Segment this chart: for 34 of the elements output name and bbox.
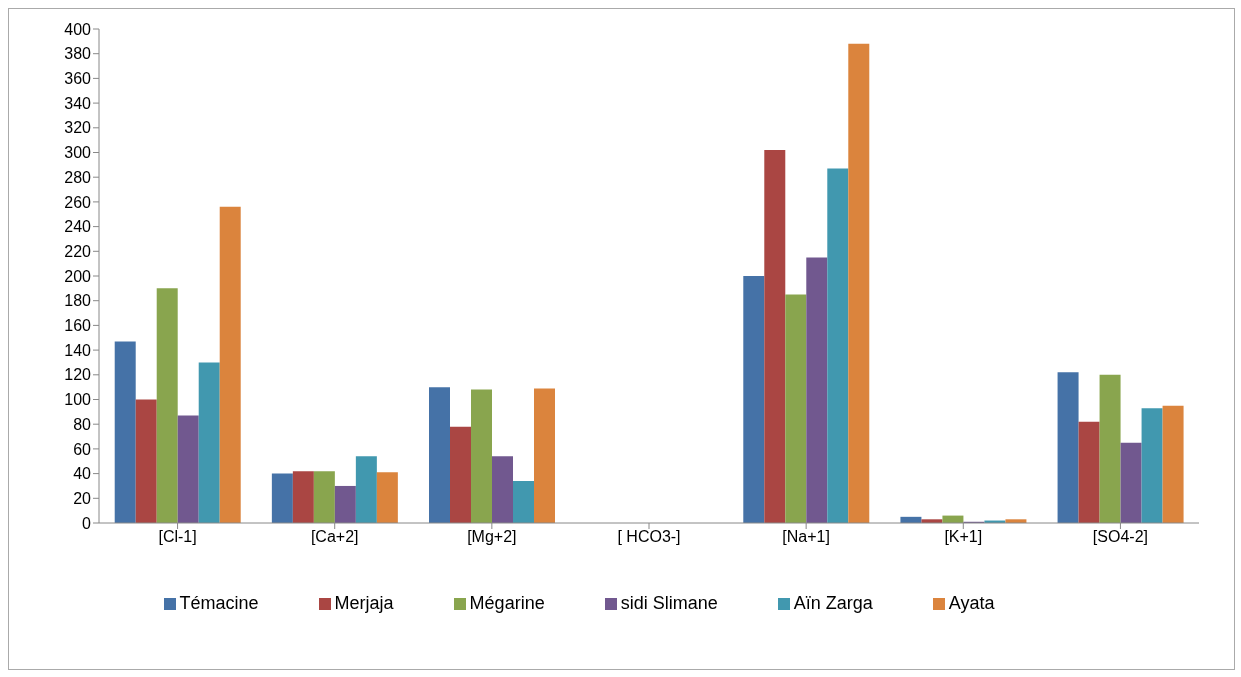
legend-label: Témacine	[179, 593, 259, 613]
y-tick-label: 0	[82, 514, 92, 532]
y-tick-label: 80	[73, 415, 92, 433]
x-tick-label: [SO4-2]	[1092, 528, 1148, 546]
y-tick-label: 400	[64, 20, 92, 38]
legend-label: Aïn Zarga	[793, 593, 873, 613]
y-tick-label: 360	[64, 70, 92, 88]
x-tick-label: [Na+1]	[782, 528, 830, 546]
y-tick-label: 100	[64, 391, 92, 409]
y-tick-label: 40	[73, 465, 92, 483]
y-tick-label: 380	[64, 45, 92, 63]
y-tick-label: 240	[64, 218, 92, 236]
y-tick-label: 200	[64, 267, 92, 285]
y-tick-label: 120	[64, 366, 92, 384]
y-tick-label: 180	[64, 292, 92, 310]
y-tick-label: 220	[64, 242, 92, 260]
y-tick-label: 280	[64, 168, 92, 186]
legend-label: sidi Slimane	[620, 593, 718, 613]
x-tick-label: [Cl-1]	[158, 528, 197, 546]
legend-label: Mégarine	[469, 593, 545, 613]
y-tick-label: 260	[64, 193, 92, 211]
x-tick-label: [K+1]	[944, 528, 983, 546]
x-tick-label: [ HCO3-]	[617, 528, 681, 546]
legend-label: Merjaja	[334, 593, 394, 613]
y-tick-label: 60	[73, 440, 92, 458]
x-tick-label: [Mg+2]	[467, 528, 517, 546]
y-tick-label: 300	[64, 144, 92, 162]
y-tick-label: 320	[64, 119, 92, 137]
y-tick-label: 160	[64, 317, 92, 335]
y-tick-label: 140	[64, 341, 92, 359]
legend-label: Ayata	[948, 593, 995, 613]
x-tick-label: [Ca+2]	[310, 528, 359, 546]
y-tick-label: 340	[64, 94, 92, 112]
y-tick-label: 20	[73, 489, 92, 507]
